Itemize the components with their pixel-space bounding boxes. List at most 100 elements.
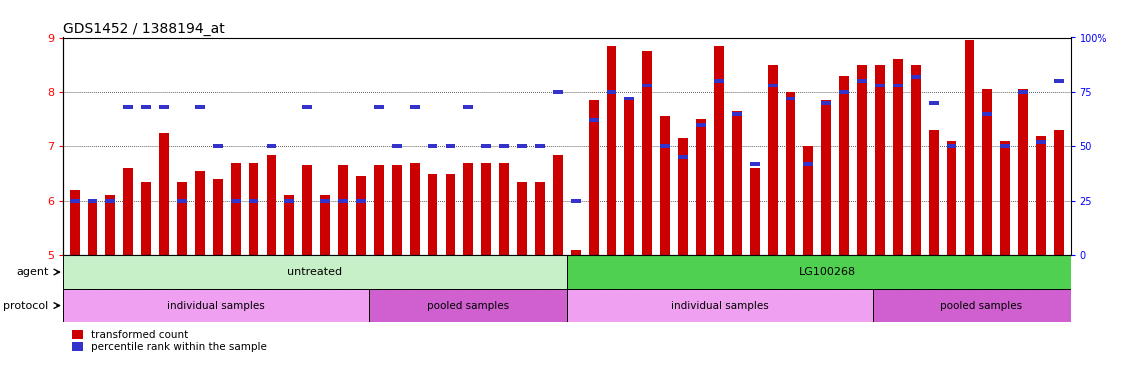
Bar — [1018, 90, 1028, 94]
Bar — [392, 165, 402, 255]
Bar — [624, 100, 634, 255]
Bar — [427, 144, 437, 148]
Bar — [589, 100, 599, 255]
Bar — [105, 195, 116, 255]
Text: pooled samples: pooled samples — [940, 300, 1021, 310]
Bar — [410, 105, 419, 109]
Bar — [947, 144, 956, 148]
Text: individual samples: individual samples — [167, 300, 264, 310]
Bar — [858, 79, 867, 83]
Bar — [518, 182, 527, 255]
Bar — [910, 75, 921, 79]
Bar — [1001, 144, 1010, 148]
Bar — [356, 199, 366, 203]
Bar — [177, 182, 187, 255]
Bar — [284, 199, 294, 203]
Text: agent: agent — [16, 267, 48, 277]
Bar — [195, 105, 205, 109]
Bar — [481, 163, 491, 255]
Bar — [302, 105, 313, 109]
Bar — [804, 146, 813, 255]
Bar — [535, 144, 545, 148]
Bar — [321, 199, 330, 203]
Bar — [159, 105, 169, 109]
Bar — [875, 84, 885, 87]
Bar — [553, 154, 562, 255]
Legend: transformed count, percentile rank within the sample: transformed count, percentile rank withi… — [69, 326, 271, 357]
Bar — [607, 46, 616, 255]
Bar — [893, 59, 902, 255]
Bar — [714, 46, 724, 255]
Bar — [213, 179, 223, 255]
Bar — [1055, 79, 1064, 83]
Bar — [964, 40, 974, 255]
Bar — [1001, 141, 1010, 255]
Bar — [70, 190, 79, 255]
Bar — [427, 174, 437, 255]
Bar — [872, 289, 1089, 322]
Bar — [982, 112, 993, 116]
Bar — [141, 182, 151, 255]
Bar — [105, 199, 116, 203]
Bar — [553, 90, 562, 94]
Bar — [1036, 140, 1047, 144]
Bar — [141, 105, 151, 109]
Bar — [624, 97, 634, 100]
Bar — [248, 163, 259, 255]
Bar — [714, 79, 724, 83]
Bar — [567, 289, 872, 322]
Bar — [750, 168, 759, 255]
Bar — [321, 195, 330, 255]
Bar — [63, 255, 567, 289]
Bar — [858, 65, 867, 255]
Text: protocol: protocol — [3, 300, 48, 310]
Bar — [839, 76, 850, 255]
Bar — [893, 84, 902, 87]
Bar — [571, 250, 581, 255]
Bar — [124, 168, 133, 255]
Bar — [964, 36, 974, 39]
Bar — [374, 165, 384, 255]
Bar — [678, 155, 688, 159]
Bar — [607, 90, 616, 94]
Bar — [1036, 135, 1047, 255]
Bar — [248, 199, 259, 203]
Bar — [750, 162, 759, 166]
Bar — [642, 51, 653, 255]
Bar — [732, 112, 742, 116]
Bar — [445, 144, 456, 148]
Bar — [767, 65, 777, 255]
Text: GDS1452 / 1388194_at: GDS1452 / 1388194_at — [63, 22, 224, 36]
Bar — [445, 174, 456, 255]
Bar — [87, 201, 97, 255]
Bar — [374, 105, 384, 109]
Bar — [804, 162, 813, 166]
Bar — [124, 105, 133, 109]
Bar — [785, 97, 796, 100]
Bar — [231, 199, 240, 203]
Bar — [732, 111, 742, 255]
Bar — [464, 163, 473, 255]
Bar — [518, 144, 527, 148]
Bar — [839, 90, 850, 94]
Bar — [589, 118, 599, 122]
Bar — [767, 84, 777, 87]
Bar — [929, 101, 939, 105]
Bar — [284, 195, 294, 255]
Bar — [63, 289, 369, 322]
Bar — [302, 165, 313, 255]
Bar — [499, 144, 510, 148]
Bar — [267, 144, 276, 148]
Bar — [910, 65, 921, 255]
Bar — [696, 119, 706, 255]
Bar — [267, 154, 276, 255]
Bar — [678, 138, 688, 255]
Bar — [1055, 130, 1064, 255]
Bar — [567, 255, 1089, 289]
Text: pooled samples: pooled samples — [427, 300, 508, 310]
Bar — [195, 171, 205, 255]
Bar — [929, 130, 939, 255]
Bar — [159, 133, 169, 255]
Bar — [392, 144, 402, 148]
Bar — [87, 199, 97, 203]
